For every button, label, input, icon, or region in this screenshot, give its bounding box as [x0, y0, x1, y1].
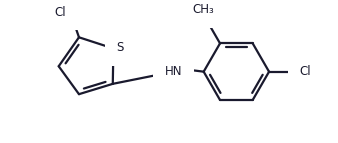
Text: CH₃: CH₃ [192, 3, 214, 16]
Text: Cl: Cl [300, 65, 312, 78]
Text: Cl: Cl [54, 6, 66, 19]
Text: S: S [116, 41, 124, 54]
Text: HN: HN [165, 65, 182, 78]
